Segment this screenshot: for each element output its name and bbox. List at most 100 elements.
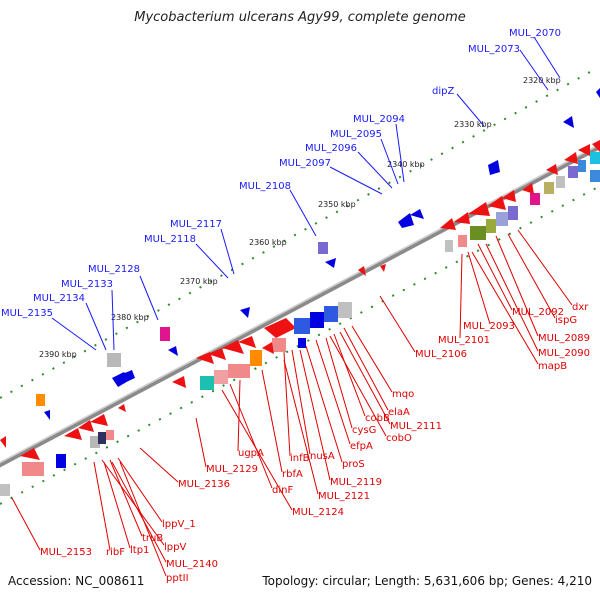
gene-arrow: [0, 436, 6, 448]
gene-label: MUL_2090: [538, 348, 590, 359]
gene-arrow: [208, 348, 226, 360]
gene-box: [106, 430, 114, 440]
gene-label: MUL_2089: [538, 333, 590, 344]
kbp-tick-label: 2340 kbp: [387, 160, 425, 169]
gene-arrow: [563, 116, 574, 128]
gene-label: ribF: [106, 547, 125, 558]
gene-label: cobB: [365, 413, 390, 424]
gene-arrow: [546, 164, 558, 175]
gene-box: [568, 166, 578, 178]
gene-box: [298, 338, 306, 348]
gene-arrow: [468, 202, 490, 216]
gene-arrow: [120, 370, 135, 383]
gene-arrow: [90, 414, 108, 426]
gene-label: mapB: [538, 361, 567, 372]
gene-label: MUL_2093: [463, 321, 515, 332]
gene-arrow: [172, 376, 186, 388]
gene-arrow: [596, 88, 600, 98]
gene-arrow: [64, 428, 82, 440]
gene-box: [294, 318, 310, 334]
gene-label: dinF: [272, 485, 293, 496]
gene-arrow: [168, 346, 178, 356]
gene-arrow: [358, 266, 366, 276]
outer-features: [36, 88, 600, 420]
gene-box: [98, 432, 106, 444]
gene-arrow: [502, 190, 516, 202]
kbp-tick-label: 2330 kbp: [454, 120, 492, 129]
gene-box: [228, 364, 250, 378]
gene-arrow: [522, 183, 534, 194]
gene-arrow: [262, 342, 274, 354]
red-callout-lines: [11, 229, 573, 577]
gene-label: MUL_2108: [239, 181, 291, 192]
gene-arrow: [118, 404, 126, 412]
gene-box: [556, 176, 565, 188]
gene-label: pptII: [166, 573, 189, 584]
gene-label: MUL_2119: [330, 477, 382, 488]
gene-label: MUL_2101: [438, 335, 490, 346]
gene-arrow: [488, 160, 500, 175]
gene-label: mqo: [392, 389, 414, 400]
gene-label: proS: [342, 459, 365, 470]
gene-box: [107, 353, 121, 367]
gene-label: lppV_1: [162, 519, 196, 530]
gene-box: [470, 226, 486, 240]
gene-label: efpA: [350, 441, 373, 452]
accession-text: Accession: NC_008611: [8, 574, 145, 588]
gene-box: [200, 376, 214, 390]
gene-label: MUL_2097: [279, 158, 331, 169]
gene-box: [272, 338, 286, 352]
gene-arrow: [440, 218, 456, 230]
gene-box: [530, 193, 540, 205]
gene-label: MUL_2117: [170, 219, 222, 230]
gene-label: MUL_2092: [512, 307, 564, 318]
red-gene-labels: dxr ispG MUL_2092 MUL_2089 MUL_2093 MUL_…: [40, 302, 590, 584]
gene-label: elaA: [388, 407, 410, 418]
gene-box: [36, 394, 45, 406]
genome-summary-text: Topology: circular; Length: 5,631,606 bp…: [262, 574, 592, 588]
gene-arrow: [410, 209, 424, 219]
gene-box: [250, 350, 262, 366]
gene-box: [496, 212, 508, 226]
gene-box: [445, 240, 453, 252]
gene-box: [338, 302, 352, 318]
gene-box: [508, 206, 518, 220]
gene-arrow: [20, 448, 40, 460]
gene-label: ltp1: [130, 545, 149, 556]
gene-label: dxr: [572, 302, 589, 313]
kbp-tick-label: 2360 kbp: [249, 238, 287, 247]
gene-box: [318, 242, 328, 254]
gene-label: lppV: [164, 542, 186, 553]
gene-arrow: [325, 258, 336, 268]
gene-arrow: [238, 336, 256, 348]
gene-arrow: [488, 196, 506, 210]
gene-arrow: [264, 318, 296, 338]
gene-label: MUL_2133: [61, 279, 113, 290]
gene-box: [160, 327, 170, 341]
gene-label: MUL_2135: [1, 308, 53, 319]
gene-arrow: [564, 152, 578, 164]
outer-dotted-track: [0, 71, 591, 399]
genome-backbone-highlight: [0, 143, 600, 464]
gene-arrow: [196, 352, 214, 364]
gene-label: MUL_2128: [88, 264, 140, 275]
inner-features: [0, 140, 600, 496]
gene-label: MUL_2136: [178, 479, 230, 490]
gene-label: MUL_2073: [468, 44, 520, 55]
gene-box: [22, 462, 44, 476]
gene-box: [578, 160, 586, 172]
gene-label: MUL_2106: [415, 349, 467, 360]
gene-label: rbfA: [282, 469, 303, 480]
gene-label: MUL_2070: [509, 28, 561, 39]
map-title: Mycobacterium ulcerans Agy99, complete g…: [134, 10, 466, 25]
gene-label: MUL_2140: [166, 559, 218, 570]
gene-arrow: [592, 140, 600, 152]
gene-label: ispG: [555, 315, 577, 326]
gene-box: [590, 152, 600, 164]
kbp-tick-label: 2350 kbp: [318, 200, 356, 209]
gene-label: truB: [142, 533, 163, 544]
gene-arrow: [240, 307, 250, 318]
kbp-tick-label: 2390 kbp: [39, 350, 77, 359]
gene-label: cobO: [386, 433, 412, 444]
